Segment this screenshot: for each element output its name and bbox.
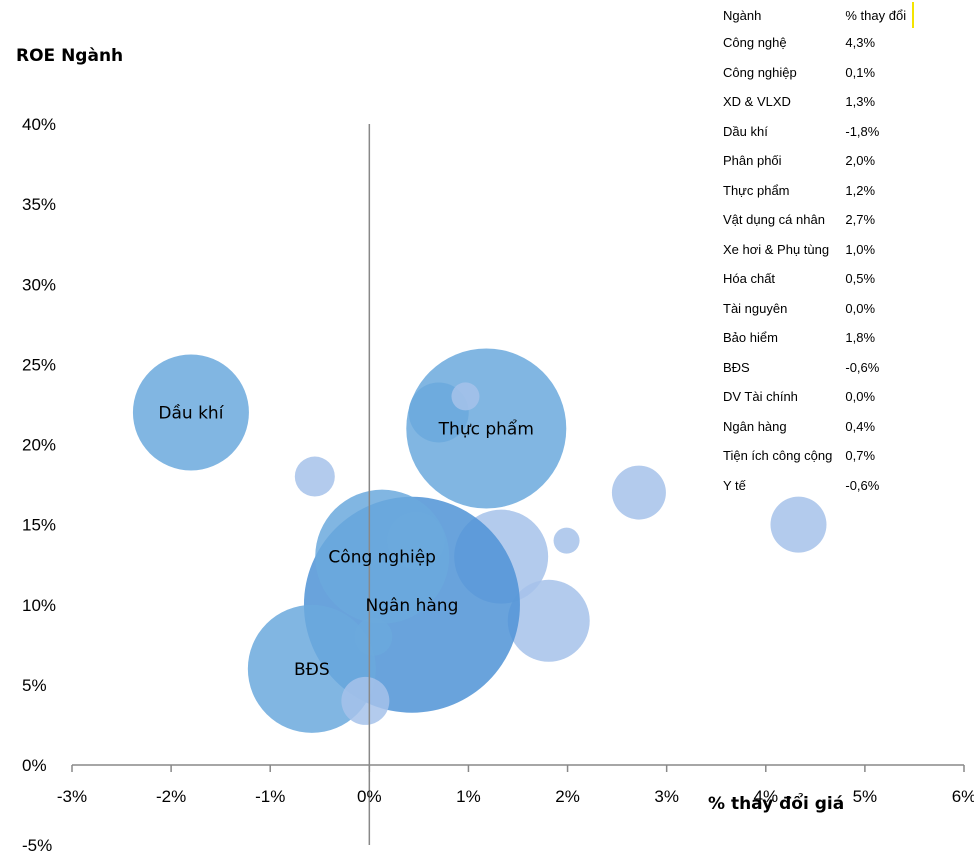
industry-change: 0,5%	[845, 271, 876, 287]
industry-change: 0,4%	[845, 418, 876, 434]
table-row: Y tế -0,6%	[716, 471, 913, 501]
table-row: Ngân hàng 0,4%	[716, 412, 913, 442]
header-change: % thay đổi	[838, 2, 915, 28]
x-tick-label: -3%	[57, 787, 87, 806]
industry-change: 2,0%	[845, 153, 876, 169]
y-tick-label: 10%	[22, 596, 56, 615]
x-tick-label: 1%	[456, 787, 481, 806]
industry-name: Y tế	[723, 477, 746, 493]
table-row: Hóa chất 0,5%	[716, 264, 913, 294]
industry-change: -0,6%	[845, 477, 880, 493]
y-tick-label: 25%	[22, 355, 56, 374]
industry-name: Xe hơi & Phụ tùng	[723, 241, 830, 257]
industry-change: 0,1%	[845, 64, 876, 80]
industry-name: Công nghệ	[723, 35, 787, 51]
industry-name: DV Tài chính	[723, 389, 798, 405]
header-industry: Ngành	[723, 7, 762, 23]
bubble-label: BĐS	[294, 660, 330, 680]
bubble-label: Dầu khí	[158, 402, 224, 423]
x-tick-label: 5%	[853, 787, 878, 806]
industry-change: 0,0%	[845, 300, 876, 316]
bubble-labels-layer: Dầu khí Thực phẩm Ngân hàng Công nghiệp BĐS	[158, 402, 533, 679]
industry-change: 1,2%	[845, 182, 876, 198]
table-row: Công nghệ 4,3%	[716, 28, 913, 58]
x-tick-label: 4%	[753, 787, 778, 806]
table-row: Xe hơi & Phụ tùng 1,0%	[716, 235, 913, 265]
table-row: Thực phẩm 1,2%	[716, 176, 913, 206]
table-row: Công nghiệp 0,1%	[716, 58, 913, 88]
industry-change: 2,7%	[845, 212, 876, 228]
y-tick-label: 0%	[22, 756, 47, 775]
bubble-8	[553, 527, 580, 554]
bubble-label: Thực phẩm	[438, 418, 534, 439]
industry-name: Ngân hàng	[723, 418, 787, 434]
table-row: DV Tài chính 0,0%	[716, 382, 913, 412]
bubble-5	[611, 465, 666, 520]
industry-name: Tiện ích công cộng	[723, 448, 833, 464]
table-row: Dầu khí -1,8%	[716, 117, 913, 147]
industry-name: XD & VLXD	[723, 94, 791, 110]
industry-name: Vật dụng cá nhân	[723, 212, 825, 228]
table-row: XD & VLXD 1,3%	[716, 87, 913, 117]
x-tick-label: 6%	[952, 787, 974, 806]
x-tick-label: -2%	[156, 787, 186, 806]
bubble-6	[770, 496, 827, 553]
y-tick-label: 30%	[22, 275, 56, 294]
bubble-3	[451, 382, 480, 411]
industry-name: Phân phối	[723, 153, 782, 169]
y-axis-title: ROE Ngành	[16, 46, 124, 66]
industry-change: 0,0%	[845, 389, 876, 405]
industry-name: BĐS	[723, 359, 750, 375]
industry-name: Hóa chất	[723, 271, 776, 287]
industry-change: 1,0%	[845, 241, 876, 257]
table-row: Tiện ích công cộng 0,7%	[716, 441, 913, 471]
bubbles-layer	[132, 348, 827, 733]
industry-change-table: Ngành % thay đổi Công nghệ 4,3% Công nghiệp 0…	[716, 2, 915, 501]
industry-name: Công nghiệp	[723, 64, 797, 80]
y-tick-label: 35%	[22, 195, 56, 214]
x-axis-title: % thay đổi giá	[708, 794, 845, 814]
industry-name: Tài nguyên	[723, 300, 788, 316]
y-tick-label: 20%	[22, 436, 56, 455]
table-row: BĐS -0,6%	[716, 353, 913, 383]
x-tick-label: 2%	[555, 787, 580, 806]
bubble-4	[294, 456, 335, 497]
table-header-row: Ngành % thay đổi	[716, 2, 915, 28]
y-tick-label: 15%	[22, 516, 56, 535]
axes-layer: -3% -2% -1% 0% 1% 2% 3% 4% 5% 6% -5% 0% 5% 10% 15% 20% 2…	[22, 115, 974, 855]
bubble-15	[341, 676, 390, 725]
y-tick-label: -5%	[22, 836, 52, 855]
y-tick-label: 40%	[22, 115, 56, 134]
table-row: Vật dụng cá nhân 2,7%	[716, 205, 913, 235]
industry-name: Bảo hiểm	[723, 330, 778, 346]
y-tick-label: 5%	[22, 676, 47, 695]
x-tick-label: 3%	[654, 787, 679, 806]
table-row: Tài nguyên 0,0%	[716, 294, 913, 324]
industry-change: 0,7%	[845, 448, 876, 464]
bubble-label: Công nghiệp	[328, 548, 436, 568]
table-row: Bảo hiểm 1,8%	[716, 323, 913, 353]
bubble-0	[132, 354, 249, 471]
industry-change: -0,6%	[845, 359, 880, 375]
industry-change: -1,8%	[845, 123, 880, 139]
industry-name: Dầu khí	[723, 123, 768, 139]
industry-change: 1,8%	[845, 330, 876, 346]
industry-change: 1,3%	[845, 94, 876, 110]
table-row: Phân phối 2,0%	[716, 146, 913, 176]
x-tick-label: -1%	[255, 787, 285, 806]
industry-name: Thực phẩm	[723, 182, 790, 198]
x-tick-label: 0%	[357, 787, 382, 806]
industry-change: 4,3%	[845, 35, 876, 51]
bubble-9	[507, 579, 590, 662]
bubble-label: Ngân hàng	[366, 596, 459, 616]
bubble-12	[386, 511, 445, 570]
